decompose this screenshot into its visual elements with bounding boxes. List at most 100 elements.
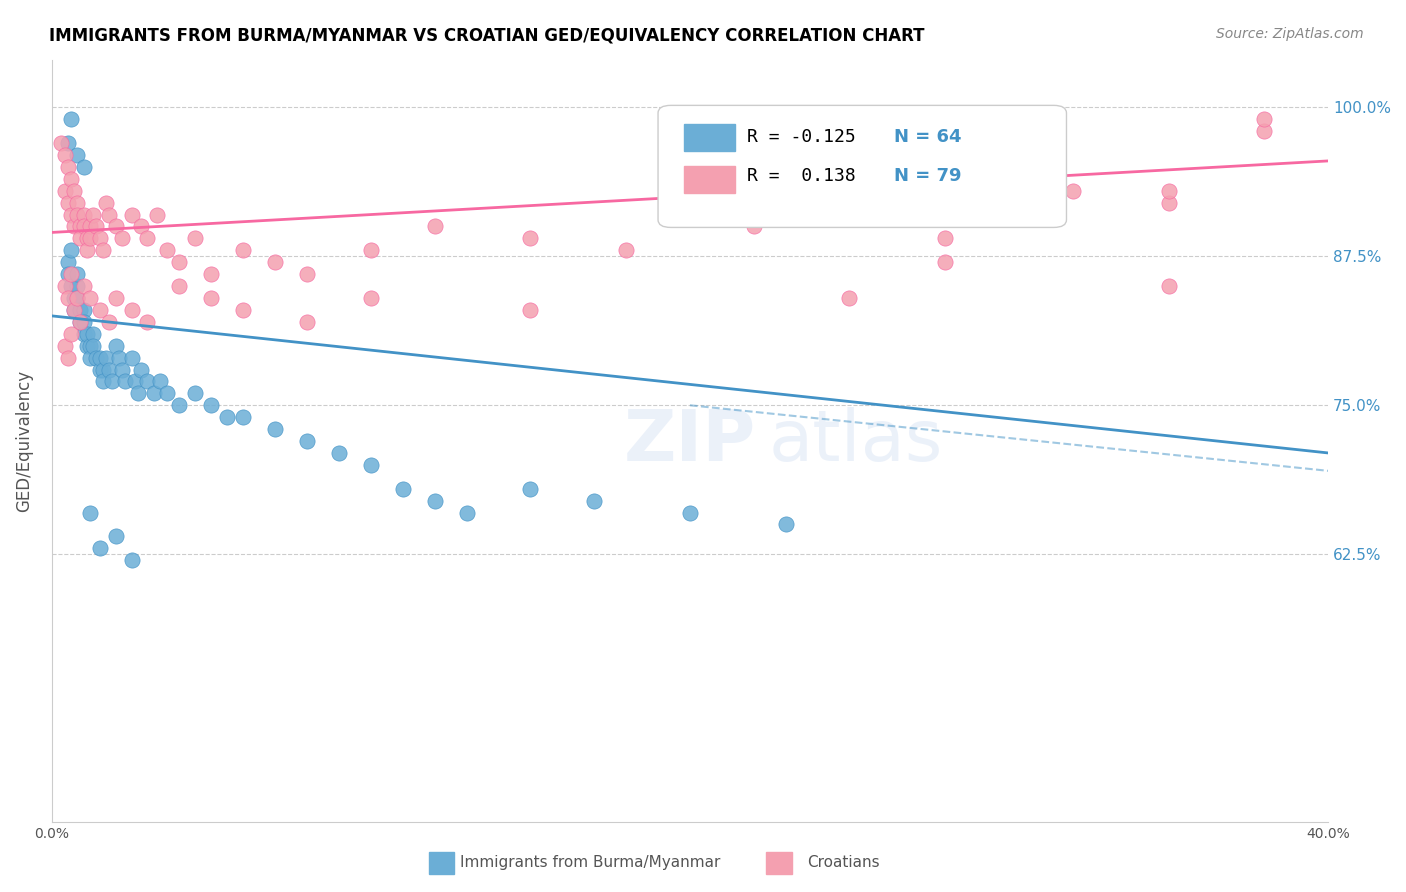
Point [934, 231, 956, 245]
Point [82, 339, 104, 353]
Point [232, 302, 254, 317]
Point [519, 302, 541, 317]
Point [59, 112, 82, 127]
Point [232, 410, 254, 425]
Point [232, 244, 254, 258]
Point [169, 279, 191, 293]
Point [69, 302, 91, 317]
Point [1157, 195, 1180, 210]
Point [200, 267, 222, 281]
Point [98, 315, 121, 329]
Point [76, 231, 98, 245]
Point [89, 351, 111, 365]
Point [519, 482, 541, 496]
Point [59, 267, 82, 281]
Point [217, 410, 239, 425]
Point [98, 208, 121, 222]
Bar [683, 167, 734, 193]
Point [53, 184, 76, 198]
Point [169, 398, 191, 412]
Point [127, 386, 149, 401]
Point [79, 506, 101, 520]
Point [200, 398, 222, 412]
Point [1253, 112, 1275, 127]
Point [614, 244, 637, 258]
Point [136, 231, 159, 245]
Point [142, 386, 165, 401]
Point [66, 195, 89, 210]
Point [59, 279, 82, 293]
Point [114, 375, 136, 389]
Point [89, 362, 111, 376]
Point [94, 195, 117, 210]
Point [107, 351, 129, 365]
Point [69, 315, 91, 329]
Point [53, 148, 76, 162]
Point [91, 362, 114, 376]
Point [89, 302, 111, 317]
Point [101, 375, 124, 389]
Text: R =  0.138: R = 0.138 [748, 167, 856, 185]
Point [63, 302, 86, 317]
Text: atlas: atlas [769, 407, 943, 475]
Point [73, 208, 96, 222]
Point [73, 219, 96, 234]
Point [63, 219, 86, 234]
Point [56, 267, 79, 281]
Point [56, 291, 79, 305]
Point [124, 375, 146, 389]
Point [79, 351, 101, 365]
Text: N = 64: N = 64 [894, 128, 962, 146]
Text: Immigrants from Burma/Myanmar: Immigrants from Burma/Myanmar [460, 855, 721, 870]
Point [679, 160, 702, 174]
Point [66, 267, 89, 281]
Point [136, 375, 159, 389]
Point [111, 362, 134, 376]
Point [184, 386, 207, 401]
Point [56, 160, 79, 174]
Point [184, 231, 207, 245]
Point [1253, 124, 1275, 138]
Point [51, 136, 73, 150]
Point [423, 219, 446, 234]
Point [66, 148, 89, 162]
Point [59, 208, 82, 222]
Point [121, 351, 143, 365]
Point [91, 375, 114, 389]
Point [519, 231, 541, 245]
Point [998, 208, 1021, 222]
Point [69, 231, 91, 245]
Text: R = -0.125: R = -0.125 [748, 128, 856, 146]
Point [76, 326, 98, 341]
Point [98, 362, 121, 376]
Text: N = 79: N = 79 [894, 167, 962, 185]
Point [295, 315, 318, 329]
Point [82, 326, 104, 341]
Point [360, 458, 382, 472]
Point [63, 302, 86, 317]
Point [91, 244, 114, 258]
Point [56, 195, 79, 210]
Point [136, 315, 159, 329]
Point [1157, 184, 1180, 198]
Point [73, 315, 96, 329]
Point [104, 529, 127, 543]
Point [360, 244, 382, 258]
Point [111, 231, 134, 245]
Point [360, 291, 382, 305]
Point [679, 208, 702, 222]
Point [94, 351, 117, 365]
Point [121, 208, 143, 222]
Point [89, 231, 111, 245]
Point [1062, 184, 1084, 198]
Text: IMMIGRANTS FROM BURMA/MYANMAR VS CROATIAN GED/EQUIVALENCY CORRELATION CHART: IMMIGRANTS FROM BURMA/MYANMAR VS CROATIA… [49, 27, 925, 45]
Point [56, 255, 79, 269]
Point [775, 517, 797, 532]
Bar [683, 125, 734, 151]
Point [76, 244, 98, 258]
Point [73, 326, 96, 341]
Point [456, 506, 478, 520]
Point [998, 148, 1021, 162]
Bar [429, 852, 454, 874]
Point [79, 339, 101, 353]
